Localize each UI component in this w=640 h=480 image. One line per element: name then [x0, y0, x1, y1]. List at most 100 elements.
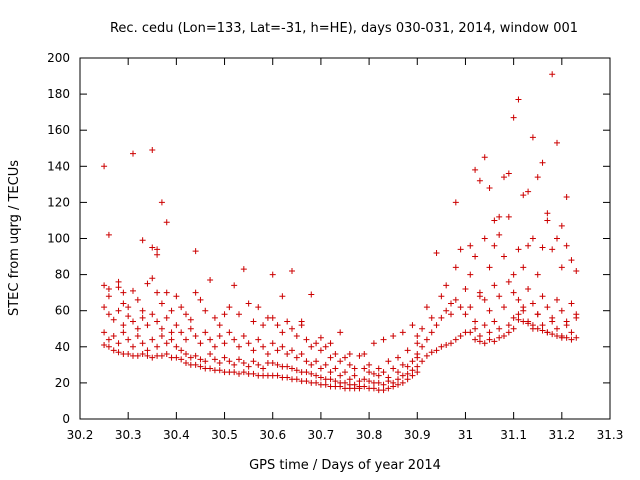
data-point — [163, 219, 170, 226]
x-tick-label: 30.2 — [67, 428, 94, 442]
data-point — [192, 248, 199, 255]
data-point — [130, 287, 136, 294]
data-point — [187, 354, 194, 361]
data-point — [462, 311, 469, 318]
data-point — [115, 349, 122, 356]
data-point — [289, 365, 295, 372]
data-point — [255, 336, 262, 343]
data-point — [105, 311, 112, 318]
data-point — [414, 351, 421, 358]
data-point — [443, 282, 450, 289]
data-point — [168, 329, 175, 336]
data-point — [163, 351, 170, 358]
data-point — [510, 271, 517, 278]
data-point — [409, 372, 416, 379]
data-point — [404, 363, 411, 370]
data-point — [105, 293, 112, 300]
data-point — [534, 174, 541, 181]
data-point — [260, 322, 267, 329]
data-point — [317, 374, 324, 381]
x-tick-label: 30.6 — [259, 428, 286, 442]
data-point — [414, 363, 421, 370]
data-point — [423, 352, 430, 359]
x-tick-label: 30.4 — [163, 428, 190, 442]
data-point — [414, 369, 421, 376]
data-point — [448, 311, 454, 318]
x-tick-label: 31.3 — [597, 428, 624, 442]
data-point — [486, 307, 493, 314]
data-point — [568, 329, 575, 336]
data-point — [505, 322, 512, 329]
data-point — [231, 369, 238, 376]
data-point — [250, 370, 257, 377]
data-point — [139, 340, 146, 347]
data-point — [120, 322, 127, 329]
data-point — [554, 139, 560, 146]
data-point — [183, 360, 189, 367]
data-point — [573, 334, 580, 341]
data-point — [505, 278, 512, 285]
data-point — [491, 318, 498, 325]
data-point — [496, 325, 503, 332]
data-point — [313, 340, 320, 347]
data-point — [366, 361, 373, 368]
data-point — [332, 351, 339, 358]
data-point — [115, 284, 122, 291]
data-point — [342, 369, 348, 376]
data-point — [298, 322, 305, 329]
data-point — [515, 316, 522, 323]
data-point — [491, 217, 498, 224]
data-point — [481, 154, 488, 161]
data-point — [337, 358, 344, 365]
data-point — [125, 336, 132, 343]
data-point — [409, 367, 416, 374]
data-point — [149, 354, 156, 361]
data-point — [226, 329, 233, 336]
data-point — [260, 365, 267, 372]
data-point — [226, 358, 233, 365]
data-point — [250, 347, 257, 354]
data-point — [481, 340, 488, 347]
data-point — [327, 376, 334, 383]
data-point — [308, 370, 315, 377]
data-point — [255, 361, 262, 368]
data-point — [510, 314, 517, 321]
data-point — [158, 352, 165, 359]
data-point — [520, 192, 527, 199]
data-point — [130, 318, 136, 325]
data-point — [139, 237, 146, 244]
data-point — [554, 296, 560, 303]
data-point — [226, 304, 233, 311]
data-point — [529, 322, 536, 329]
data-point — [356, 385, 363, 392]
data-point — [467, 329, 474, 336]
data-point — [303, 378, 310, 385]
data-point — [525, 286, 532, 293]
data-point — [351, 372, 358, 379]
data-point — [207, 277, 214, 284]
data-point — [144, 347, 151, 354]
data-point — [284, 374, 291, 381]
data-point — [423, 304, 430, 311]
data-point — [173, 343, 180, 350]
data-point — [322, 361, 329, 368]
data-point — [163, 340, 170, 347]
data-point — [505, 329, 512, 336]
data-point — [163, 314, 170, 321]
data-point — [351, 365, 358, 372]
data-point — [197, 356, 204, 363]
data-point — [149, 336, 156, 343]
y-tick-label: 100 — [47, 232, 70, 246]
data-point — [505, 213, 512, 220]
data-point — [211, 356, 218, 363]
data-point — [563, 193, 570, 200]
data-point — [419, 325, 426, 332]
data-point — [134, 325, 141, 332]
data-point — [390, 383, 397, 390]
data-point — [539, 159, 546, 166]
data-point — [293, 354, 300, 361]
data-point — [120, 300, 127, 307]
data-point — [303, 336, 310, 343]
data-point — [467, 304, 474, 311]
data-point — [149, 244, 156, 251]
